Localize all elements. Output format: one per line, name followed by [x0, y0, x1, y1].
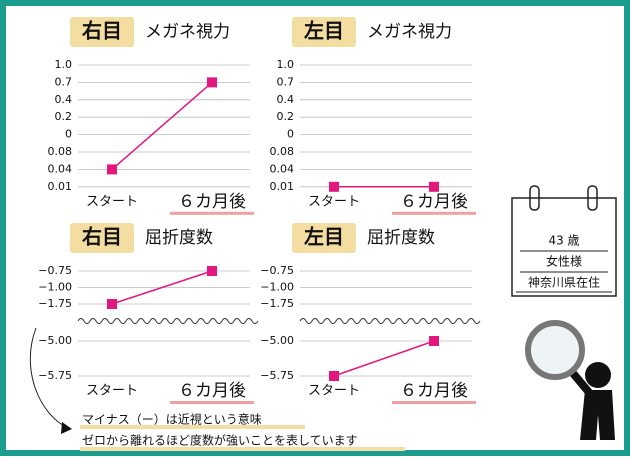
- point: [429, 336, 439, 346]
- y-tick-label: 0.01: [48, 180, 73, 193]
- category-underline: [170, 211, 254, 215]
- category-underline: [392, 401, 476, 404]
- magnifier-person: [525, 320, 615, 440]
- chart-title: 屈折度数: [145, 228, 213, 248]
- eye-badge: [292, 17, 356, 47]
- eye-badge: [292, 223, 356, 253]
- axis-break: [299, 318, 481, 324]
- y-tick-label: 0.04: [270, 162, 295, 175]
- point: [207, 266, 217, 276]
- x-tick-label: ６カ月後: [178, 192, 246, 212]
- y-tick-label: 0: [65, 128, 72, 141]
- y-tick-label: 0.01: [270, 180, 295, 193]
- y-tick-label: 0.7: [277, 75, 295, 88]
- y-tick-label: −5.75: [38, 369, 72, 382]
- eye-label: 右目: [82, 19, 122, 43]
- x-tick-label: ６カ月後: [400, 192, 468, 212]
- category-underline: [170, 401, 254, 404]
- x-tick-label: スタート: [308, 194, 360, 209]
- calendar: 43 歳 女性様 神奈川県在住: [511, 185, 617, 297]
- gender: 女性様: [546, 254, 582, 269]
- chart-title: メガネ視力: [367, 22, 452, 42]
- y-tick-label: 0: [287, 128, 294, 141]
- axis-break: [77, 318, 259, 324]
- x-tick-label: スタート: [308, 384, 360, 399]
- series-line: [333, 340, 435, 377]
- point: [429, 181, 439, 192]
- x-tick-label: ６カ月後: [178, 381, 246, 401]
- point: [107, 299, 117, 309]
- category-underline: [392, 211, 476, 215]
- note-underline: [80, 447, 405, 451]
- note-arrow: [29, 327, 69, 429]
- note-arrowhead: [61, 422, 72, 434]
- note-text: ゼロから離れるほど度数が強いことを表しています: [82, 433, 358, 448]
- x-tick-label: スタート: [86, 194, 138, 209]
- eye-badge: [70, 223, 134, 253]
- point: [329, 371, 339, 381]
- point: [107, 164, 117, 175]
- point: [207, 77, 217, 88]
- eye-badge: [70, 17, 134, 47]
- y-tick-label: 0.08: [48, 145, 73, 158]
- y-tick-label: −1.75: [260, 297, 294, 310]
- eye-label: 左目: [304, 19, 344, 43]
- y-tick-label: 0.4: [55, 93, 73, 106]
- y-tick-label: 0.7: [55, 75, 73, 88]
- x-tick-label: ６カ月後: [400, 381, 468, 401]
- chart-title: メガネ視力: [145, 22, 230, 42]
- y-tick-label: 1.0: [55, 58, 73, 71]
- y-tick-label: −5.00: [38, 334, 72, 347]
- y-tick-label: 0.04: [48, 162, 73, 175]
- chart-title: 屈折度数: [367, 228, 435, 248]
- y-tick-label: −1.00: [38, 281, 72, 294]
- y-tick-label: −5.75: [260, 369, 294, 382]
- age: 43 歳: [548, 234, 579, 248]
- y-tick-label: −0.75: [38, 264, 72, 277]
- y-tick-label: 0.4: [277, 93, 295, 106]
- y-tick-label: 1.0: [277, 58, 295, 71]
- y-tick-label: −5.00: [260, 334, 294, 347]
- x-tick-label: スタート: [86, 384, 138, 399]
- residence: 神奈川県在住: [528, 276, 600, 290]
- eye-label: 左目: [304, 225, 344, 249]
- y-tick-label: −1.75: [38, 297, 72, 310]
- y-tick-label: −1.00: [260, 281, 294, 294]
- y-tick-label: 0.08: [270, 145, 295, 158]
- note-text: マイナス（ー）は近視という意味: [82, 412, 262, 427]
- series-line: [111, 81, 213, 170]
- y-tick-label: 0.2: [277, 110, 295, 123]
- y-tick-label: −0.75: [260, 264, 294, 277]
- y-tick-label: 0.2: [55, 110, 73, 123]
- series-line: [111, 270, 213, 305]
- eye-label: 右目: [82, 225, 122, 249]
- point: [329, 181, 339, 192]
- note-underline: [80, 425, 305, 429]
